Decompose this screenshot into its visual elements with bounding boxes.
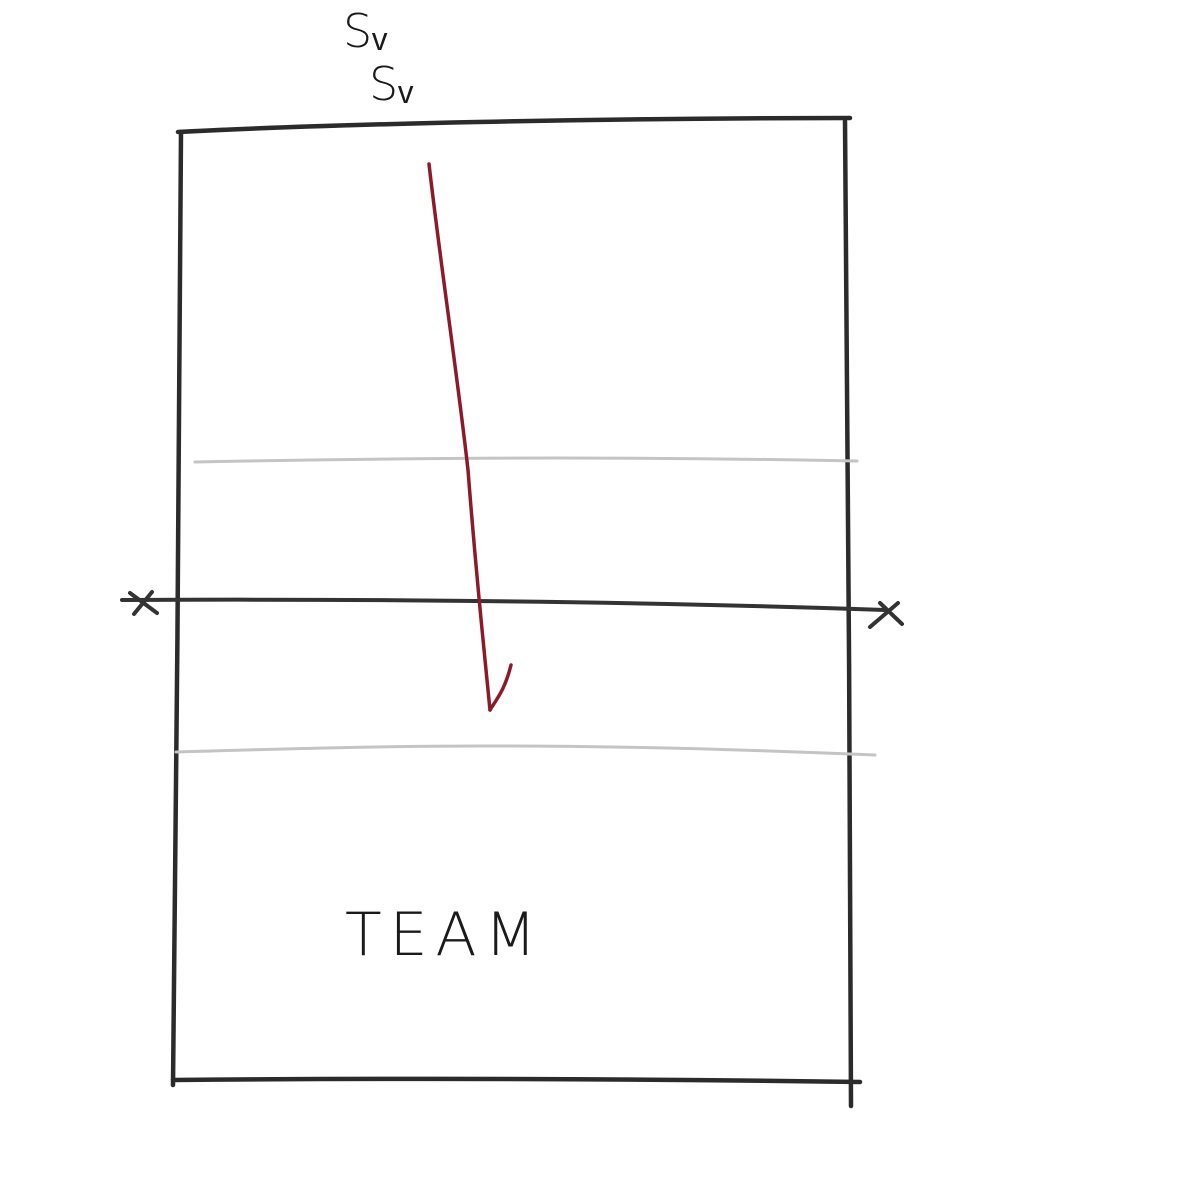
attack-lines <box>174 456 877 757</box>
server-label-1: Sᵥ <box>343 4 388 58</box>
net <box>120 590 904 629</box>
serve-path-arrowhead <box>488 663 513 712</box>
net-post-left-marker <box>128 590 159 616</box>
team-label: TEAM <box>345 900 544 970</box>
court-left-line <box>170 129 184 1088</box>
court-boundary <box>170 115 863 1109</box>
net-line <box>120 597 887 612</box>
attack-line-lower <box>174 744 877 757</box>
serve-path-line <box>427 162 492 712</box>
court-top-line <box>175 115 853 135</box>
serve-path <box>427 162 513 712</box>
net-post-right-marker <box>868 601 904 629</box>
court-bottom-line <box>170 1076 863 1085</box>
attack-line-upper <box>193 456 859 464</box>
court-right-line <box>842 118 854 1109</box>
server-label-2: Sᵥ <box>369 57 414 111</box>
